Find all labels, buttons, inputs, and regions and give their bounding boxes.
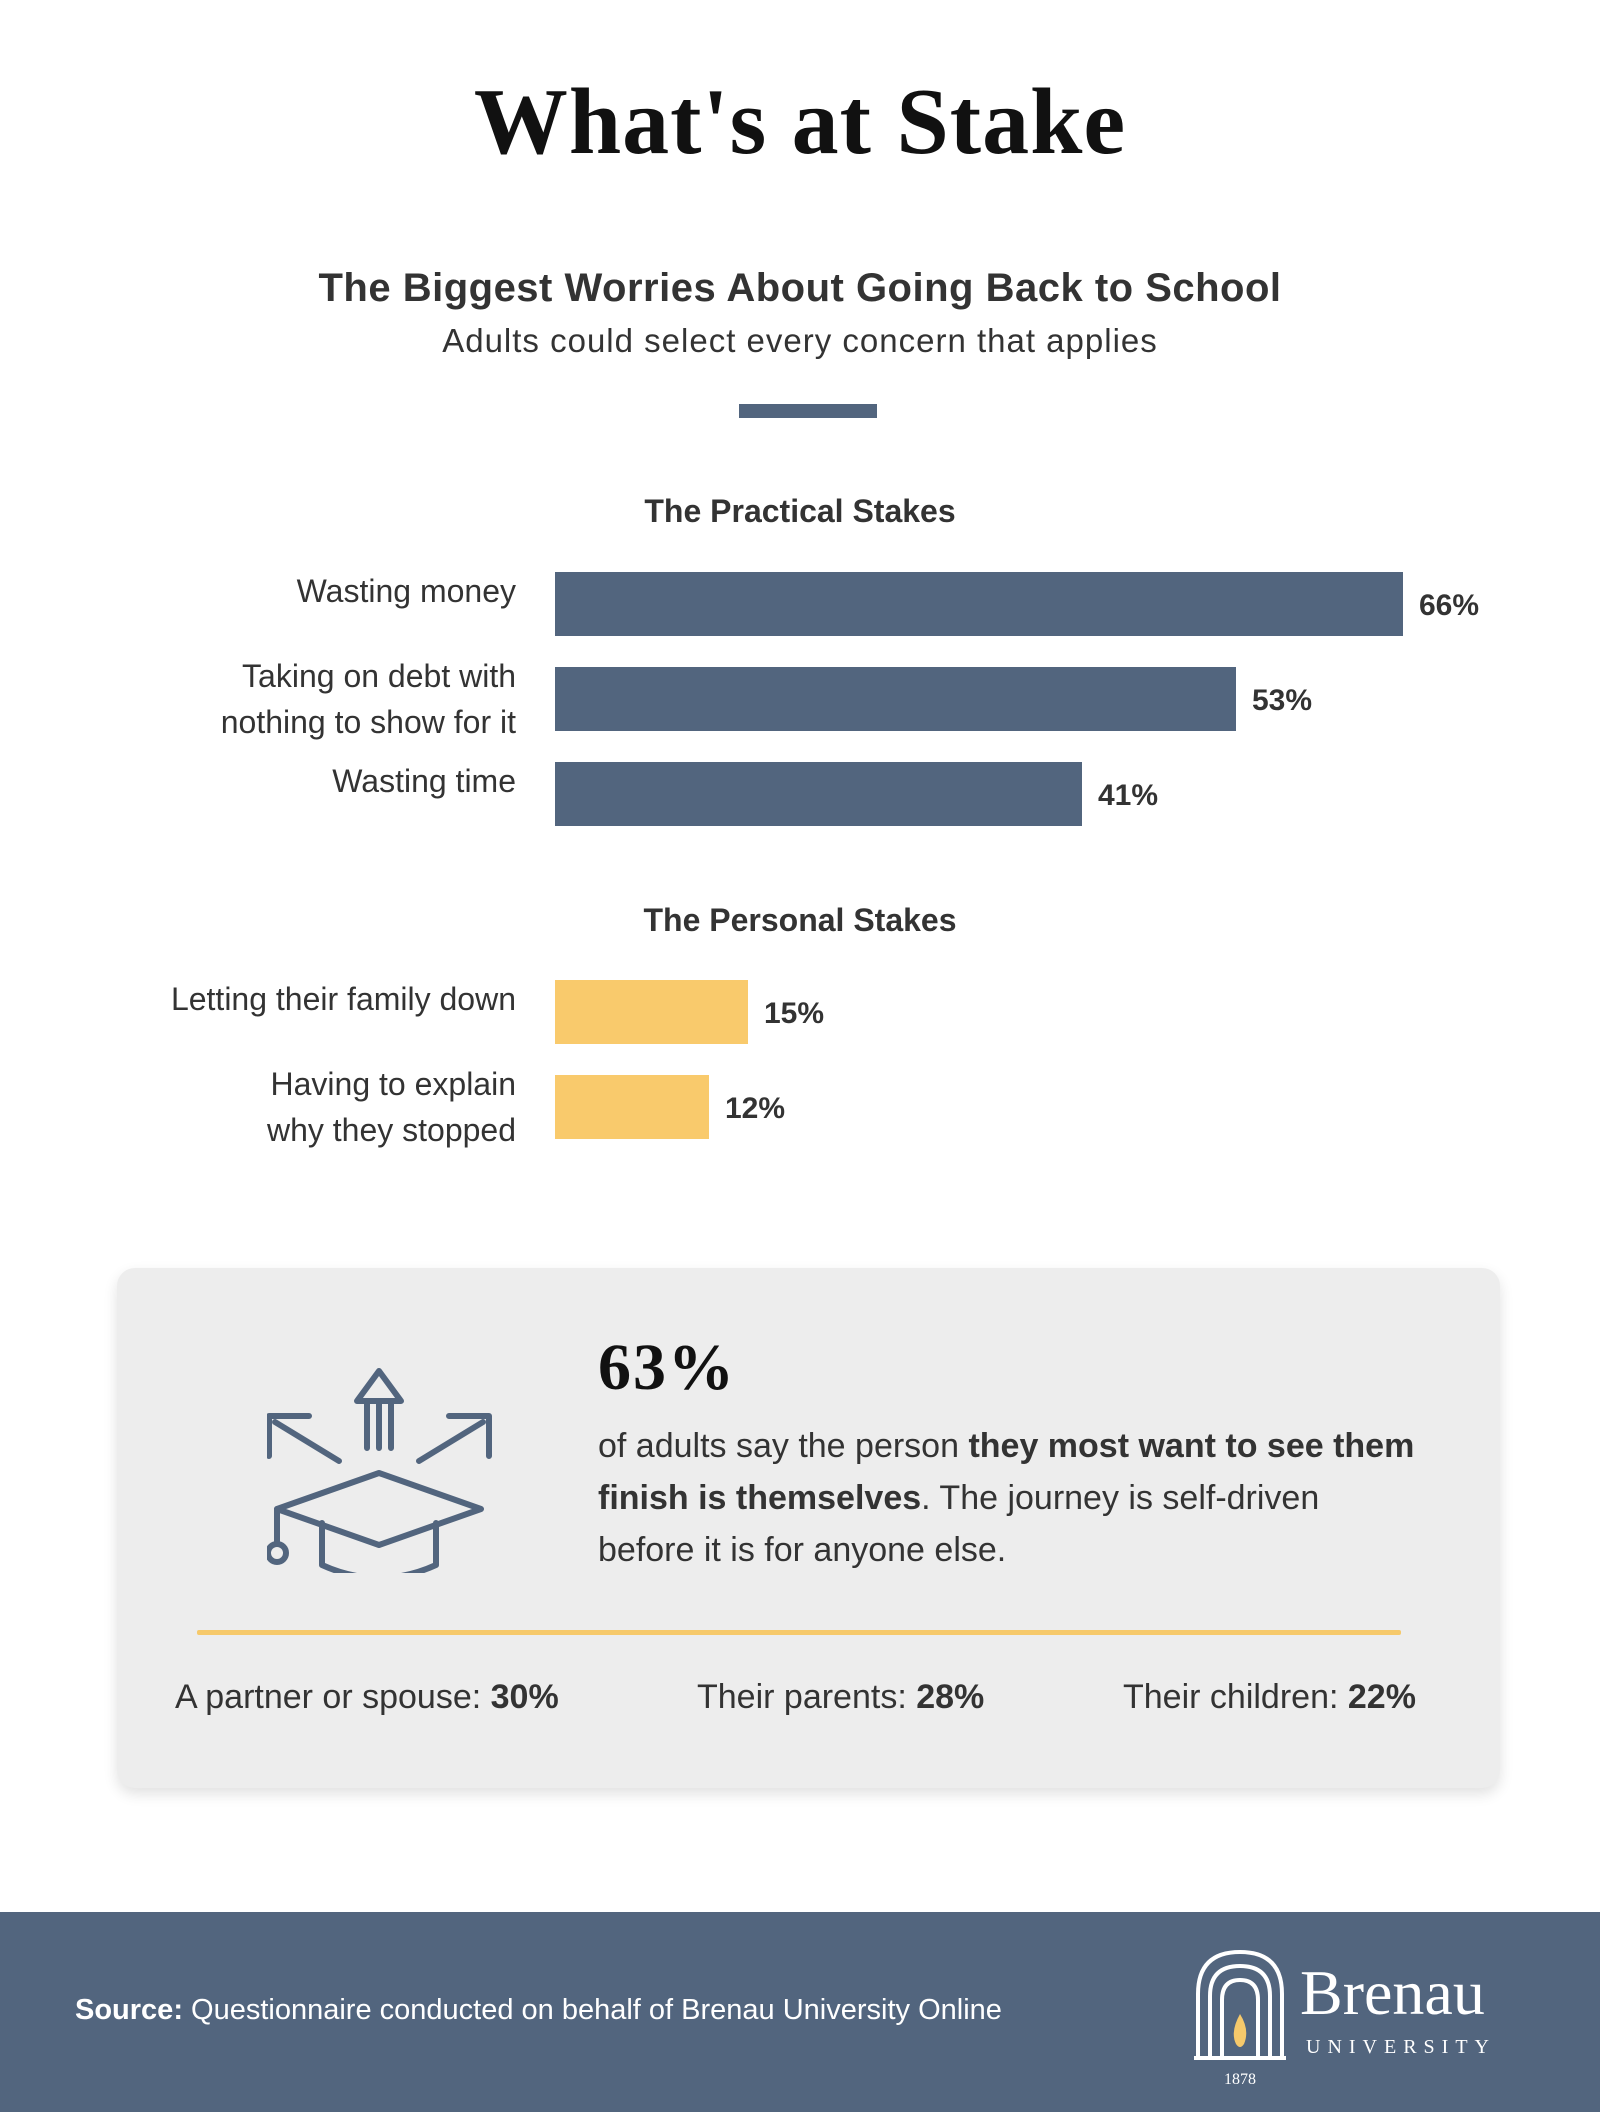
logo-year: 1878: [1224, 2071, 1256, 2088]
bar-1-1: [555, 1075, 709, 1139]
chart-subtitle: Adults could select every concern that a…: [442, 322, 1158, 359]
bar-chart: 66% Wasting money 53% Taking on debt with no…: [171, 572, 1479, 1148]
value-label-1-0: 15%: [764, 997, 824, 1030]
stat-description: of adults say the person they most want …: [598, 1427, 1415, 1569]
category-label-1-1: Having to explain why they stopped: [266, 1066, 516, 1148]
value-label-0-2: 41%: [1098, 779, 1158, 812]
value-label-1-1: 12%: [725, 1092, 785, 1125]
arch-flame-icon: 1878: [1194, 1949, 1286, 2088]
page-title: What's at Stake: [473, 70, 1127, 174]
logo-subtitle: UNIVERSITY: [1306, 2036, 1496, 2058]
stat-children: Their children: 22%: [1123, 1678, 1416, 1716]
stat-parents: Their parents: 28%: [697, 1678, 985, 1716]
category-label-1-0: Letting their family down: [171, 981, 516, 1017]
graduation-cap-arrows-icon: [267, 1368, 492, 1573]
category-label-0-1: Taking on debt with nothing to show for i…: [221, 658, 516, 740]
card-divider: [197, 1630, 1401, 1635]
value-label-0-0: 66%: [1419, 589, 1479, 622]
group-title-personal: The Personal Stakes: [643, 902, 957, 938]
stat-partner: A partner or spouse: 30%: [175, 1678, 559, 1716]
bar-0-2: [555, 762, 1082, 826]
category-label-0-0: Wasting money: [297, 573, 516, 609]
value-label-0-1: 53%: [1252, 684, 1312, 717]
footer: Source: Questionnaire conducted on behal…: [0, 1912, 1600, 2112]
category-label-0-2: Wasting time: [332, 763, 516, 799]
bar-0-0: [555, 572, 1403, 636]
title-divider: [739, 404, 877, 418]
big-stat-value: 63%: [598, 1331, 736, 1404]
bar-1-0: [555, 980, 748, 1044]
group-title-practical: The Practical Stakes: [644, 493, 956, 529]
stat-card: 63% of adults say the person they most w…: [117, 1268, 1500, 1788]
chart-title: The Biggest Worries About Going Back to …: [318, 266, 1282, 310]
university-logo: 1878 Brenau UNIVERSITY: [1190, 1944, 1550, 2094]
source-note: Source: Questionnaire conducted on behal…: [75, 1994, 1002, 2026]
logo-wordmark: Brenau: [1300, 1957, 1485, 2028]
bar-0-1: [555, 667, 1236, 731]
